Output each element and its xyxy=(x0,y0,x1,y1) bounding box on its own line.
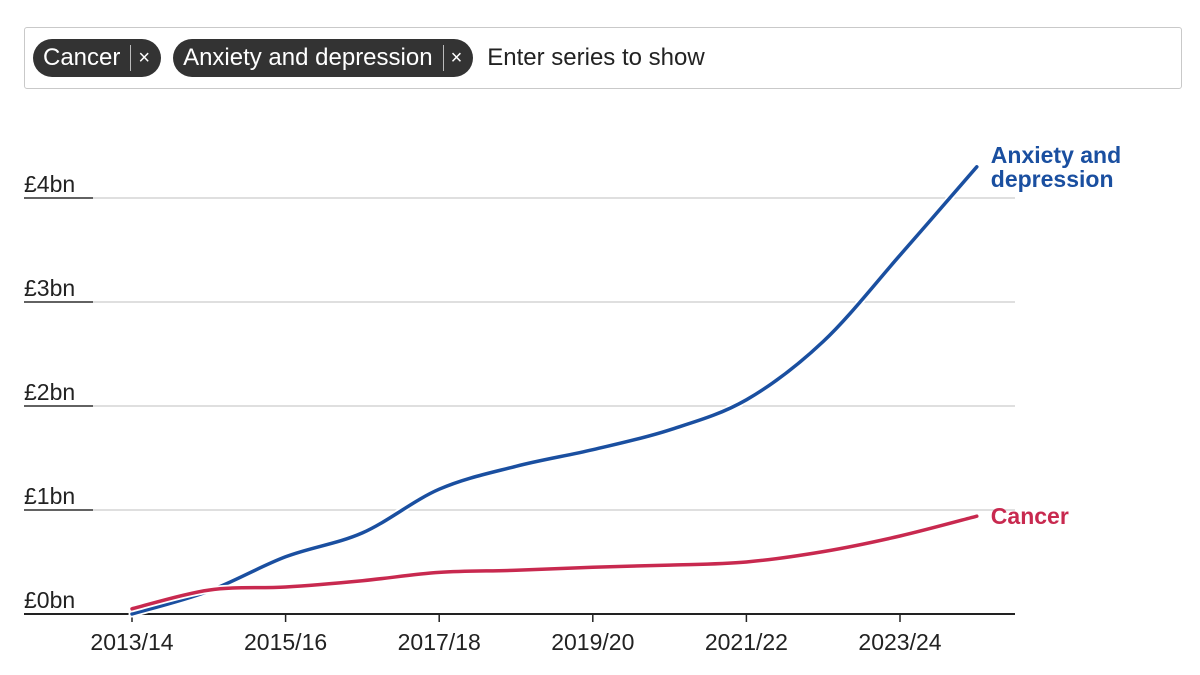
series-labels: Anxiety and depression Cancer xyxy=(991,142,1121,529)
series-chip-label: Cancer xyxy=(43,44,121,71)
gridlines xyxy=(24,197,1015,511)
series-chip-anxiety-and-depression[interactable]: Anxiety and depression × xyxy=(173,39,474,77)
y-tick-label: £4bn xyxy=(24,171,75,197)
series-search-input[interactable] xyxy=(485,38,1181,78)
chip-divider xyxy=(442,45,444,71)
y-tick-label: £0bn xyxy=(24,587,75,613)
series-label-anxiety-and-depression: Anxiety and depression xyxy=(991,142,1121,192)
x-tick-label: 2019/20 xyxy=(551,629,634,655)
y-tick-label: £2bn xyxy=(24,379,75,405)
x-tick-label: 2021/22 xyxy=(705,629,788,655)
series-line-halo-cancer xyxy=(128,512,981,613)
y-tick-label: £1bn xyxy=(24,483,75,509)
x-axis: 2013/14 2015/16 2017/18 2019/20 2021/22 2023/… xyxy=(24,613,1015,655)
close-icon[interactable]: × xyxy=(450,47,463,69)
series-picker[interactable]: Cancer × Anxiety and depression × xyxy=(24,27,1182,89)
series-chip-label: Anxiety and depression xyxy=(183,44,433,71)
y-tick-label: £3bn xyxy=(24,275,75,301)
series-lines xyxy=(128,163,981,618)
x-tick-label: 2023/24 xyxy=(858,629,941,655)
x-tick-label: 2017/18 xyxy=(398,629,481,655)
chip-divider xyxy=(130,45,132,71)
series-label-line: depression xyxy=(991,166,1114,192)
x-tick-label: 2013/14 xyxy=(90,629,173,655)
series-line-cancer xyxy=(130,514,979,611)
series-label-line: Anxiety and xyxy=(991,142,1121,168)
x-tick-label: 2015/16 xyxy=(244,629,327,655)
series-label-cancer: Cancer xyxy=(991,503,1069,529)
series-label-line: Cancer xyxy=(991,503,1069,529)
series-chip-cancer[interactable]: Cancer × xyxy=(33,39,162,77)
y-axis-tick-labels: £0bn £1bn £2bn £3bn £4bn xyxy=(24,171,93,615)
close-icon[interactable]: × xyxy=(138,47,151,69)
series-line-anxiety-and-depression xyxy=(130,165,979,616)
